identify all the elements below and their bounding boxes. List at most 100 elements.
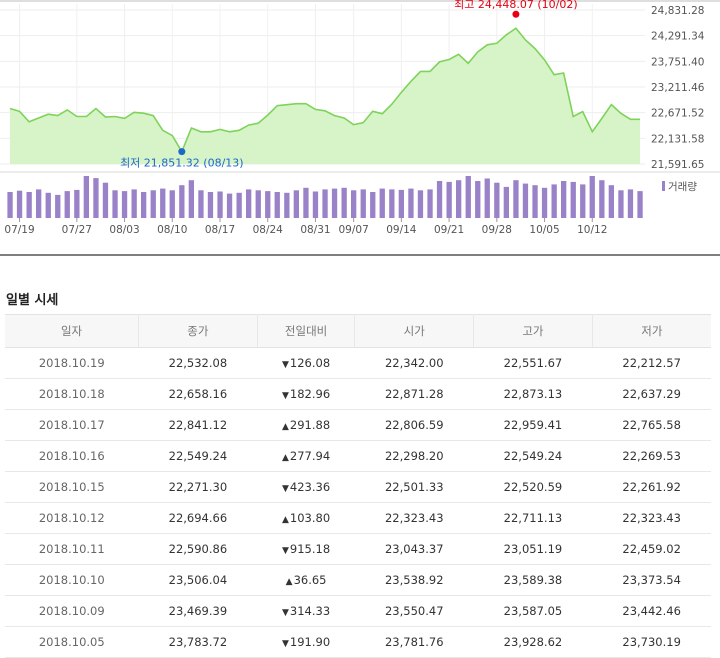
cell-close: 22,549.24 bbox=[139, 441, 258, 472]
cell-date: 2018.10.11 bbox=[5, 534, 139, 565]
volume-bar bbox=[170, 190, 175, 218]
volume-bar bbox=[408, 189, 413, 218]
volume-bar bbox=[93, 178, 98, 218]
col-header-date: 일자 bbox=[5, 315, 139, 348]
x-tick-label: 09/07 bbox=[339, 224, 369, 236]
change-value: 915.18 bbox=[290, 542, 330, 556]
y-tick-label: 24,831.28 bbox=[651, 5, 704, 17]
volume-bar bbox=[399, 190, 404, 218]
change-value: 126.08 bbox=[290, 356, 330, 370]
cell-date: 2018.10.09 bbox=[5, 596, 139, 627]
high-marker bbox=[512, 11, 519, 18]
volume-bar bbox=[552, 184, 557, 218]
cell-change: ▲36.65 bbox=[257, 565, 355, 596]
cell-date: 2018.10.17 bbox=[5, 410, 139, 441]
volume-bar bbox=[599, 180, 604, 218]
x-tick-label: 09/21 bbox=[434, 224, 464, 236]
cell-high: 22,551.67 bbox=[474, 348, 593, 379]
cell-close: 22,532.08 bbox=[139, 348, 258, 379]
cell-low: 22,637.29 bbox=[592, 379, 711, 410]
x-tick-label: 10/12 bbox=[577, 224, 607, 236]
volume-bar bbox=[380, 189, 385, 218]
daily-quotes-title: 일별 시세 bbox=[6, 289, 58, 308]
cell-high: 22,520.59 bbox=[474, 472, 593, 503]
down-arrow-icon: ▼ bbox=[282, 484, 289, 494]
cell-low: 23,442.46 bbox=[592, 596, 711, 627]
volume-bar bbox=[456, 180, 461, 218]
x-tick-label: 10/05 bbox=[529, 224, 559, 236]
down-arrow-icon: ▼ bbox=[282, 360, 289, 370]
cell-change: ▲103.80 bbox=[257, 503, 355, 534]
volume-bar bbox=[122, 191, 127, 218]
col-header-close: 종가 bbox=[139, 315, 258, 348]
down-arrow-icon: ▼ bbox=[282, 639, 289, 649]
volume-bar bbox=[370, 192, 375, 218]
cell-close: 23,506.04 bbox=[139, 565, 258, 596]
cell-high: 23,051.19 bbox=[474, 534, 593, 565]
cell-date: 2018.10.12 bbox=[5, 503, 139, 534]
cell-high: 22,959.41 bbox=[474, 410, 593, 441]
volume-bar bbox=[437, 181, 442, 218]
change-value: 291.88 bbox=[290, 418, 330, 432]
cell-date: 2018.10.19 bbox=[5, 348, 139, 379]
up-arrow-icon: ▲ bbox=[282, 515, 289, 525]
down-arrow-icon: ▼ bbox=[282, 608, 289, 618]
volume-bar bbox=[332, 189, 337, 218]
volume-bar bbox=[27, 192, 32, 218]
cell-change: ▼182.96 bbox=[257, 379, 355, 410]
col-header-change: 전일대비 bbox=[257, 315, 355, 348]
x-tick-label: 08/17 bbox=[205, 224, 235, 236]
volume-bar bbox=[246, 189, 251, 218]
volume-bar bbox=[284, 193, 289, 218]
price-area-fill bbox=[10, 28, 640, 164]
volume-bar bbox=[590, 176, 595, 218]
cell-low: 23,373.54 bbox=[592, 565, 711, 596]
x-tick-label: 09/28 bbox=[482, 224, 512, 236]
cell-low: 22,323.43 bbox=[592, 503, 711, 534]
volume-bar bbox=[294, 190, 299, 218]
volume-bar bbox=[494, 183, 499, 218]
volume-bar bbox=[151, 190, 156, 218]
cell-low: 22,459.02 bbox=[592, 534, 711, 565]
cell-open: 22,501.33 bbox=[355, 472, 474, 503]
cell-open: 23,538.92 bbox=[355, 565, 474, 596]
volume-bar bbox=[112, 190, 117, 218]
cell-high: 22,549.24 bbox=[474, 441, 593, 472]
high-label: 최고 24,448.07 (10/02) bbox=[454, 0, 578, 11]
x-tick-label: 08/24 bbox=[253, 224, 284, 236]
col-header-high: 고가 bbox=[474, 315, 593, 348]
col-header-open: 시가 bbox=[355, 315, 474, 348]
down-arrow-icon: ▼ bbox=[282, 391, 289, 401]
volume-bar bbox=[179, 185, 184, 218]
change-value: 314.33 bbox=[290, 604, 330, 618]
cell-high: 23,587.05 bbox=[474, 596, 593, 627]
volume-bar bbox=[7, 192, 12, 218]
volume-bar bbox=[227, 194, 232, 218]
cell-high: 23,589.38 bbox=[474, 565, 593, 596]
cell-open: 23,781.76 bbox=[355, 627, 474, 658]
cell-high: 23,928.62 bbox=[474, 627, 593, 658]
x-tick-label: 08/10 bbox=[157, 224, 187, 236]
y-tick-label: 22,671.52 bbox=[651, 108, 704, 120]
volume-legend-swatch bbox=[662, 181, 665, 191]
volume-bar bbox=[342, 188, 347, 218]
volume-bar bbox=[609, 185, 614, 218]
change-value: 103.80 bbox=[290, 511, 330, 525]
cell-change: ▼126.08 bbox=[257, 348, 355, 379]
y-tick-label: 22,131.58 bbox=[651, 133, 704, 145]
cell-close: 22,658.16 bbox=[139, 379, 258, 410]
volume-legend-label: 거래량 bbox=[668, 181, 697, 193]
cell-open: 22,871.28 bbox=[355, 379, 474, 410]
cell-change: ▲277.94 bbox=[257, 441, 355, 472]
volume-bar bbox=[65, 191, 70, 218]
up-arrow-icon: ▲ bbox=[286, 577, 293, 587]
volume-bar bbox=[17, 191, 22, 218]
volume-bar bbox=[389, 189, 394, 218]
